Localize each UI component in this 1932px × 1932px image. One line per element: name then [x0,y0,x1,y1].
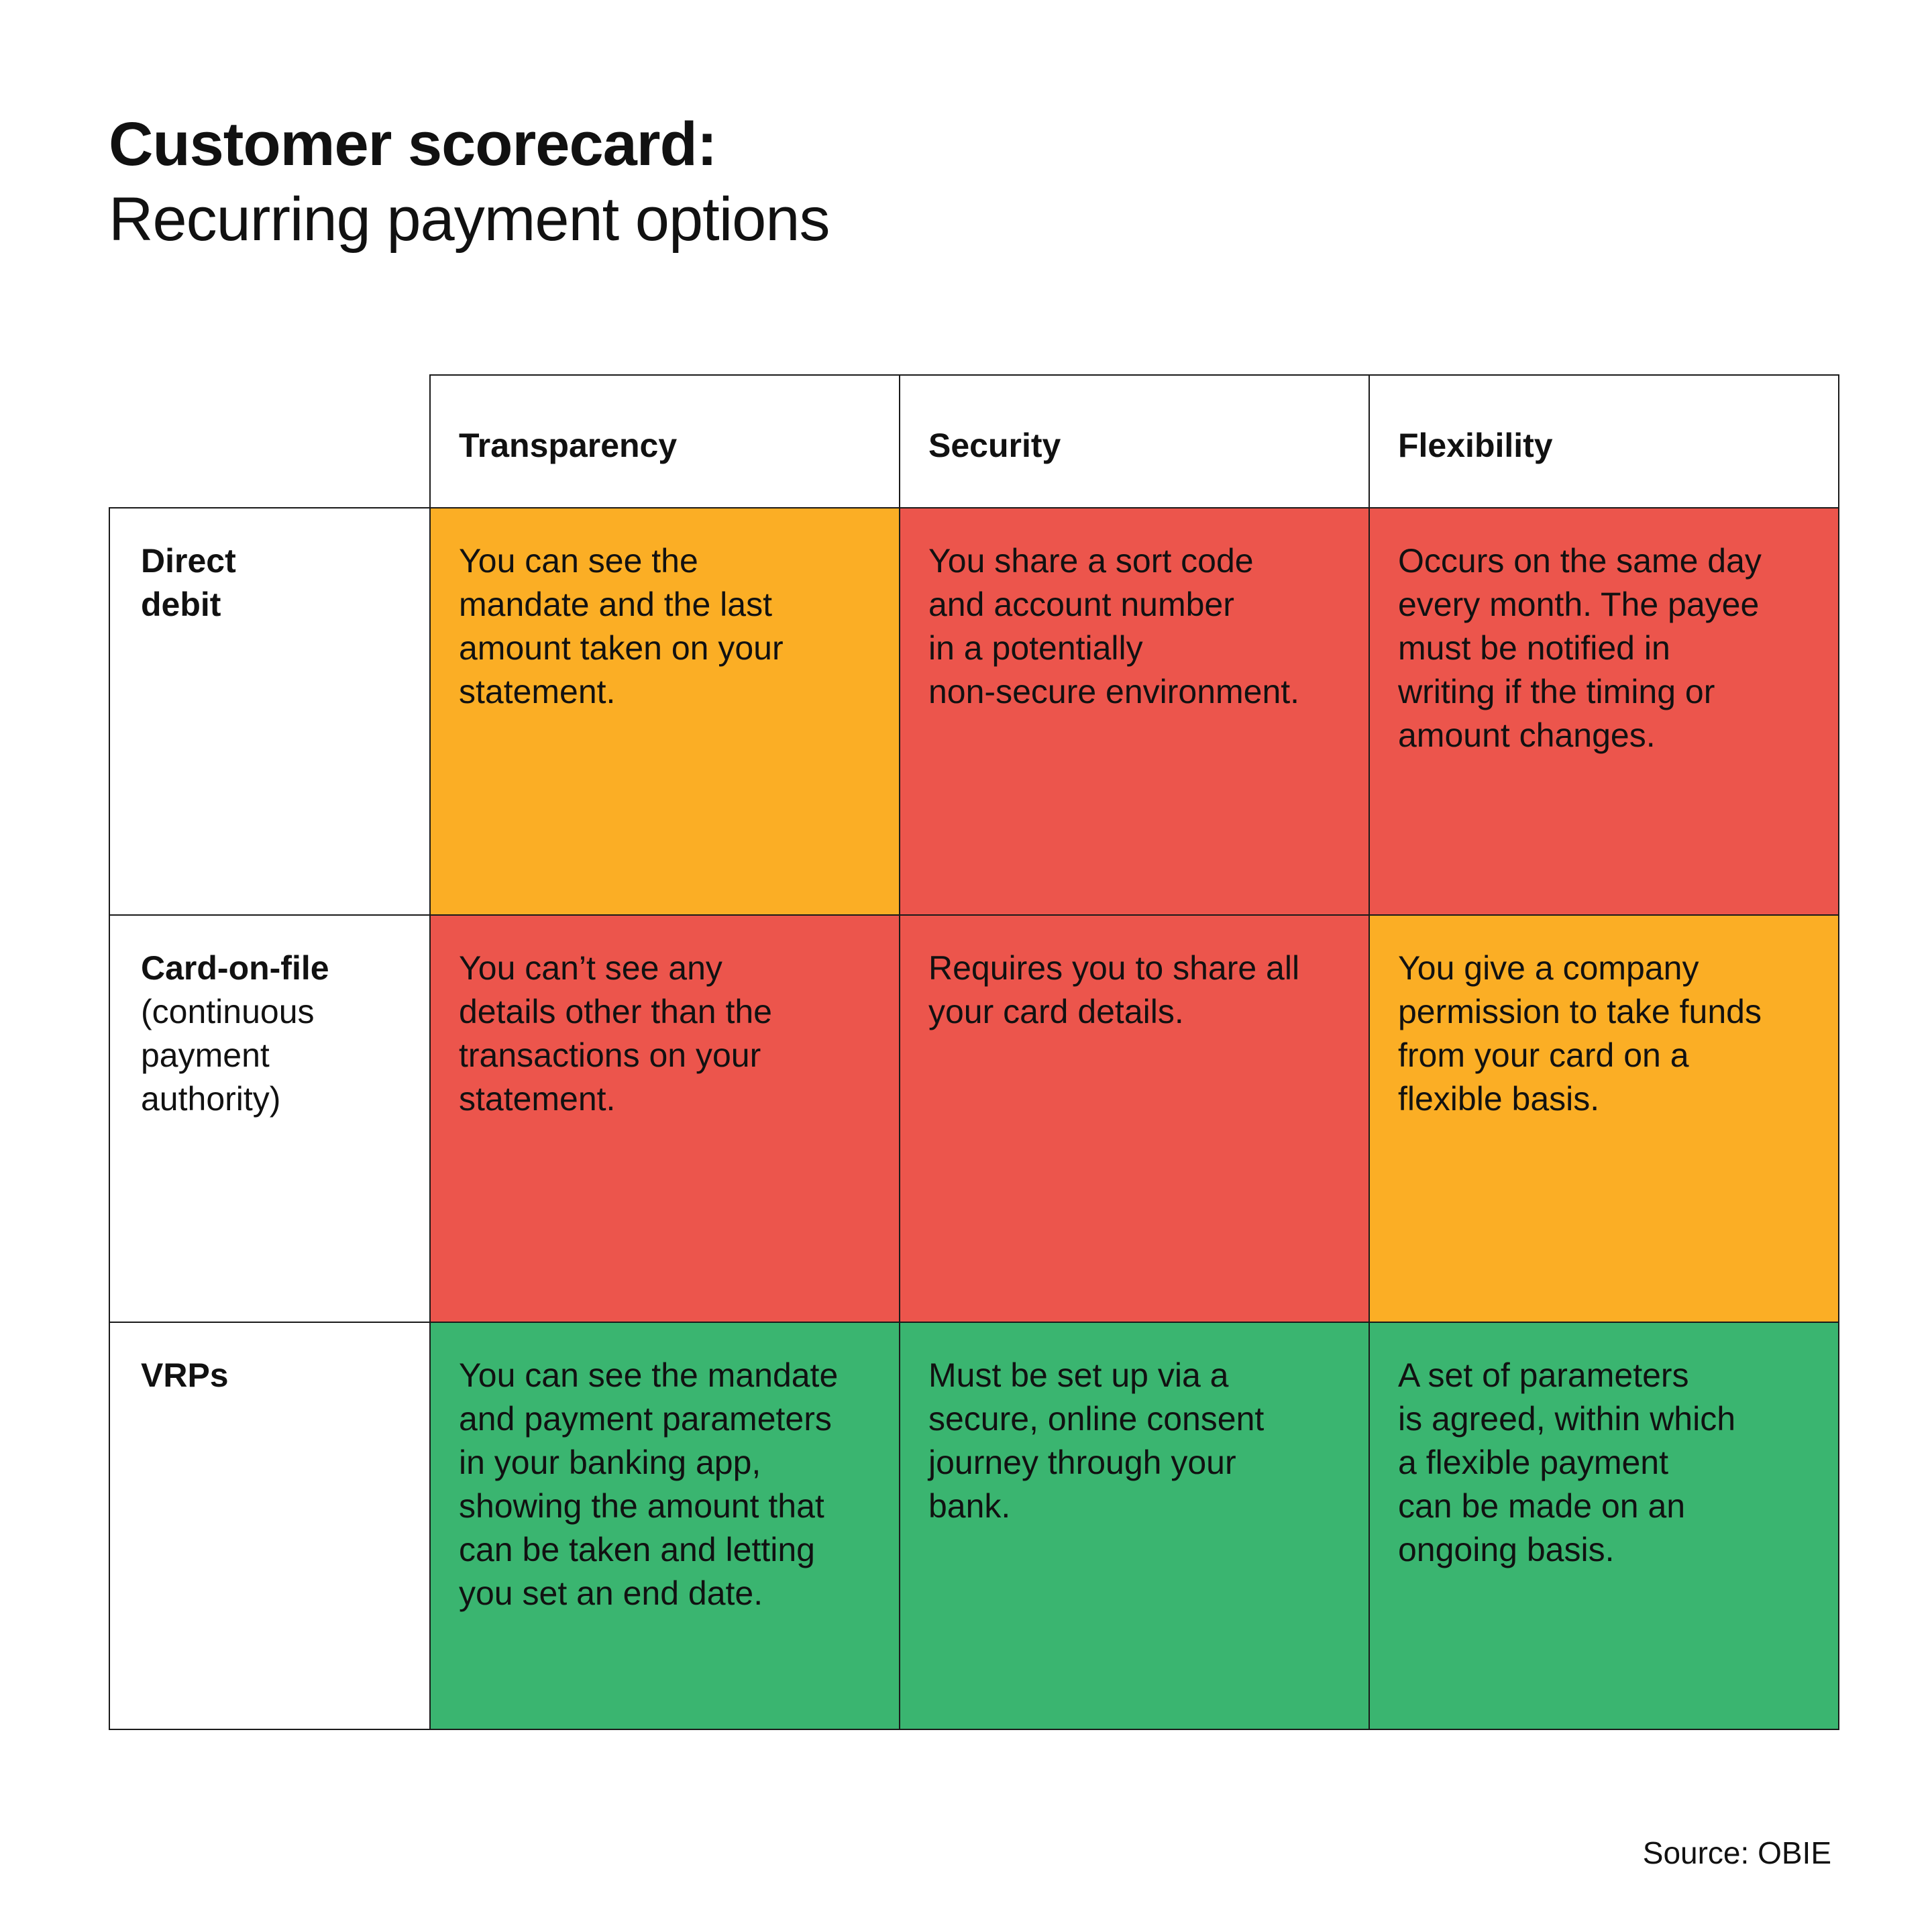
score-cell-text-line: in a potentially [928,629,1143,667]
score-cell-text-line: you set an end date. [459,1574,763,1612]
score-cell-text-line: your card details. [928,993,1184,1030]
score-cell-text-line: every month. The payee [1398,586,1760,623]
score-cell-text-line: writing if the timing or [1398,673,1715,710]
row-header-title: Direct [141,542,236,580]
row-header-subtitle: payment [141,1036,270,1074]
row-header-direct-debit: Direct debit [109,507,431,916]
source-note: Source: OBIE [1642,1835,1831,1870]
score-cell-text-line: You share a sort code [928,542,1254,580]
score-cell-card-on-file-continuous-payment-authority-security: Requires you to share all your card detai… [899,914,1370,1323]
row-header-title: debit [141,586,221,623]
score-cell-text-line: in your banking app, [459,1444,761,1481]
score-cell-text-line: can be made on an [1398,1487,1686,1525]
score-cell-vrps-flexibility: A set of parameters is agreed, within whi… [1368,1322,1839,1730]
row-header-title: Card-on-file [141,949,329,987]
row-header-card-on-file-continuous-payment-authority: Card-on-file (continuous payment authority) [109,914,431,1323]
score-cell-text-line: non-secure environment. [928,673,1300,710]
score-cell-direct-debit-transparency: You can see the mandate and the last amoun… [429,507,900,916]
score-cell-text-line: You can see the [459,542,698,580]
score-cell-text-line: is agreed, within which [1398,1400,1736,1438]
row-header-title: VRPs [141,1356,229,1394]
score-cell-text-line: details other than the [459,993,772,1030]
score-cell-text-line: statement. [459,1080,616,1118]
score-cell-direct-debit-flexibility: Occurs on the same day every month. The p… [1368,507,1839,916]
score-cell-text-line: and account number [928,586,1234,623]
row-header-vrps: VRPs [109,1322,431,1730]
column-header-flexibility: Flexibility [1368,374,1839,508]
score-cell-text-line: bank. [928,1487,1011,1525]
row-header-subtitle: (continuous [141,993,315,1030]
score-cell-text-line: a flexible payment [1398,1444,1669,1481]
score-cell-text-line: mandate and the last [459,586,772,623]
score-cell-text-line: showing the amount that [459,1487,824,1525]
score-cell-direct-debit-security: You share a sort code and account number i… [899,507,1370,916]
score-cell-text-line: transactions on your [459,1036,761,1074]
score-cell-text-line: You can’t see any [459,949,722,987]
table-corner [109,374,431,508]
column-header-security: Security [899,374,1370,508]
score-cell-text-line: Occurs on the same day [1398,542,1762,580]
row-header-subtitle: authority) [141,1080,281,1118]
score-cell-text-line: journey through your [928,1444,1236,1481]
score-cell-text-line: You can see the mandate [459,1356,839,1394]
score-cell-vrps-security: Must be set up via a secure, online conse… [899,1322,1370,1730]
score-cell-text-line: Requires you to share all [928,949,1300,987]
chart-subtitle: Recurring payment options [109,185,830,254]
score-cell-card-on-file-continuous-payment-authority-transparency: You can’t see any details other than the t… [429,914,900,1323]
column-header-transparency: Transparency [429,374,900,508]
score-cell-text-line: ongoing basis. [1398,1531,1615,1568]
score-cell-text-line: A set of parameters [1398,1356,1689,1394]
score-cell-text-line: amount changes. [1398,716,1656,754]
score-cell-text-line: can be taken and letting [459,1531,815,1568]
score-cell-text-line: permission to take funds [1398,993,1762,1030]
score-cell-card-on-file-continuous-payment-authority-flexibility: You give a company permission to take fun… [1368,914,1839,1323]
score-cell-text-line: from your card on a [1398,1036,1689,1074]
score-cell-text-line: and payment parameters [459,1400,832,1438]
score-cell-text-line: secure, online consent [928,1400,1265,1438]
score-cell-text-line: statement. [459,673,616,710]
score-cell-text-line: flexible basis. [1398,1080,1600,1118]
score-cell-text-line: must be notified in [1398,629,1670,667]
score-cell-text-line: Must be set up via a [928,1356,1229,1394]
score-cell-text-line: amount taken on your [459,629,784,667]
scorecard-table: Transparency Security Flexibility Direct deb… [109,374,1839,1730]
chart-title: Customer scorecard: [109,110,717,178]
score-cell-text-line: You give a company [1398,949,1699,987]
score-cell-vrps-transparency: You can see the mandate and payment param… [429,1322,900,1730]
